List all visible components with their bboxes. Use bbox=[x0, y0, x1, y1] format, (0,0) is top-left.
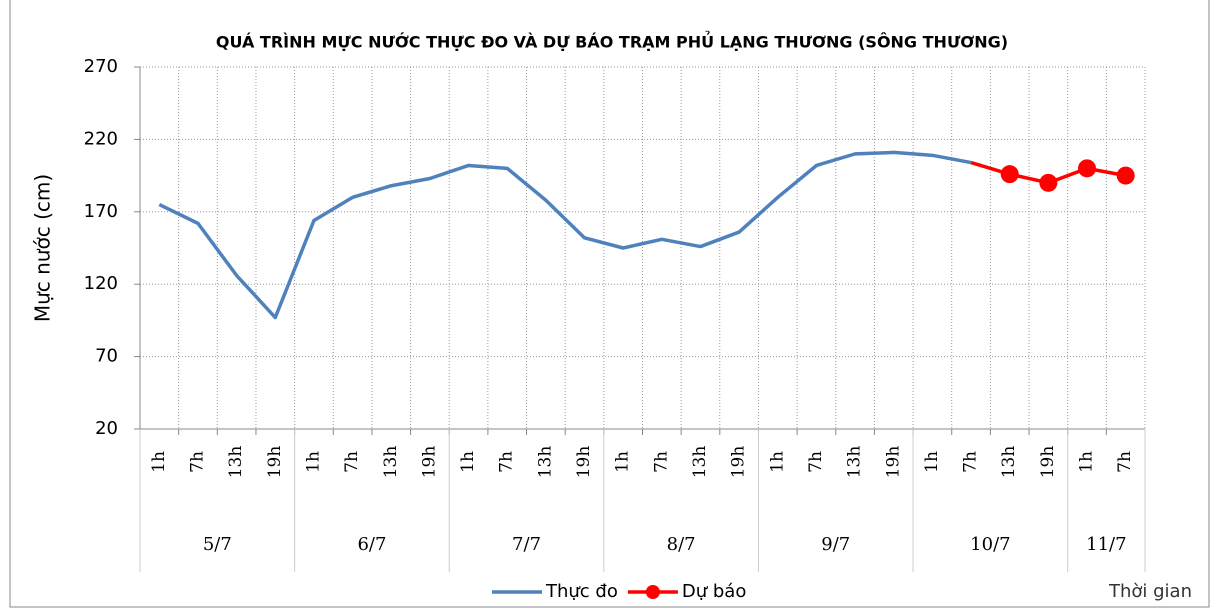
x-tick-label: 7h bbox=[806, 451, 826, 473]
legend-label: Thực đo bbox=[545, 581, 618, 602]
chart-border bbox=[9, 0, 1210, 608]
y-tick-label: 70 bbox=[95, 346, 118, 367]
series-marker bbox=[1039, 173, 1058, 192]
x-tick-label: 13h bbox=[381, 446, 401, 479]
series-marker bbox=[1078, 159, 1097, 178]
x-tick-label: 1h bbox=[149, 451, 169, 473]
x-tick-label: 1h bbox=[458, 451, 478, 473]
x-group-label: 9/7 bbox=[821, 534, 850, 555]
x-tick-label: 7h bbox=[651, 451, 671, 473]
x-group-label: 5/7 bbox=[203, 534, 232, 555]
y-tick-label: 120 bbox=[84, 273, 118, 294]
x-tick-label: 1h bbox=[767, 451, 787, 473]
x-tick-label: 1h bbox=[303, 451, 323, 473]
x-group-label: 10/7 bbox=[970, 534, 1010, 555]
x-tick-label: 19h bbox=[265, 446, 285, 479]
x-group-label: 11/7 bbox=[1086, 534, 1126, 555]
x-tick-label: 13h bbox=[226, 446, 246, 479]
x-tick-label: 1h bbox=[1077, 451, 1097, 473]
y-tick-label: 220 bbox=[84, 128, 118, 149]
series-marker bbox=[1000, 165, 1019, 184]
x-tick-label: 7h bbox=[497, 451, 517, 473]
x-tick-label: 13h bbox=[690, 446, 710, 479]
y-tick-label: 20 bbox=[95, 418, 118, 439]
x-tick-label: 7h bbox=[961, 451, 981, 473]
x-tick-label: 19h bbox=[419, 446, 439, 479]
x-tick-label: 19h bbox=[729, 446, 749, 479]
x-tick-label: 13h bbox=[535, 446, 555, 479]
x-group-label: 8/7 bbox=[667, 534, 696, 555]
y-tick-label: 270 bbox=[84, 56, 118, 77]
series-line bbox=[158, 150, 972, 320]
x-tick-label: 19h bbox=[883, 446, 903, 479]
x-tick-label: 1h bbox=[922, 451, 942, 473]
y-tick-label: 170 bbox=[84, 201, 118, 222]
x-tick-label: 7h bbox=[342, 451, 362, 473]
x-tick-label: 7h bbox=[1115, 451, 1135, 473]
x-tick-label: 19h bbox=[1038, 446, 1058, 479]
series-marker bbox=[1116, 166, 1135, 185]
x-tick-label: 1h bbox=[613, 451, 633, 473]
y-axis-label: Mực nước (cm) bbox=[31, 174, 55, 322]
x-tick-label: 13h bbox=[999, 446, 1019, 479]
x-group-label: 6/7 bbox=[357, 534, 386, 555]
x-group-label: 7/7 bbox=[512, 534, 541, 555]
legend-label: Dự báo bbox=[682, 581, 746, 602]
legend-marker bbox=[645, 585, 660, 599]
x-tick-label: 7h bbox=[187, 451, 207, 473]
x-tick-label: 13h bbox=[845, 446, 865, 479]
chart-title: QUÁ TRÌNH MỰC NƯỚC THỰC ĐO VÀ DỰ BÁO TRẠ… bbox=[216, 31, 1008, 52]
x-tick-label: 19h bbox=[574, 446, 594, 479]
x-axis-label: Thời gian bbox=[1108, 581, 1192, 602]
